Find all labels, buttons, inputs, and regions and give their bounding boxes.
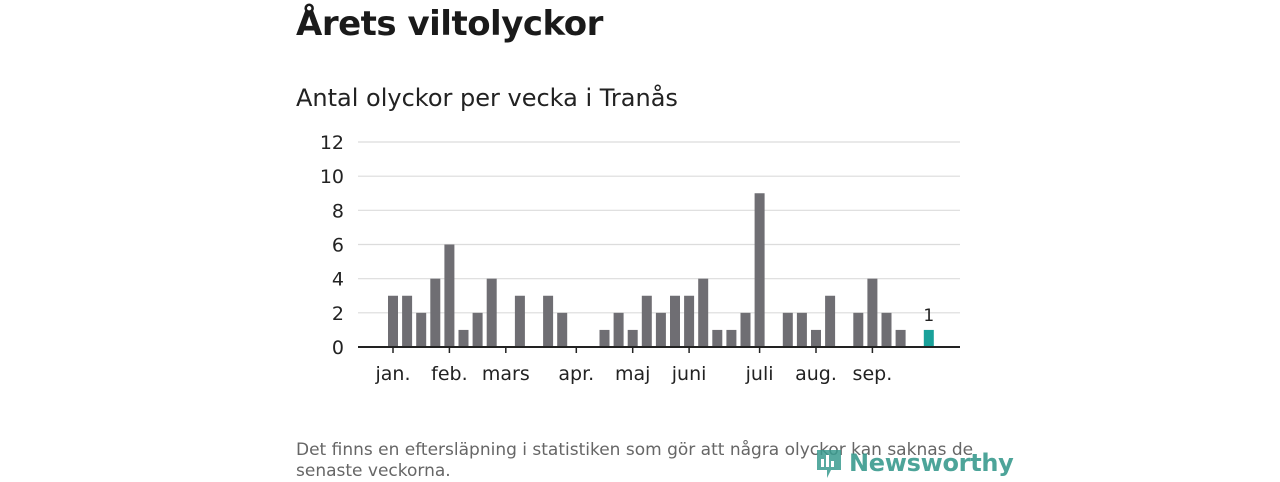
x-tick-label: feb. (431, 363, 467, 385)
y-tick-label: 2 (332, 303, 344, 325)
bar (782, 312, 793, 347)
bar (599, 329, 610, 347)
bar (486, 278, 497, 347)
x-tick-label: apr. (558, 363, 594, 385)
bar (430, 278, 441, 347)
bar (543, 295, 554, 347)
bar (472, 312, 483, 347)
chart-subtitle: Antal olyckor per vecka i Tranås (296, 84, 678, 112)
bar (458, 329, 469, 347)
bar (514, 295, 525, 347)
bars: 1 (388, 193, 934, 347)
bar (811, 329, 821, 347)
bar (655, 312, 666, 347)
bar (867, 278, 878, 347)
bar (684, 295, 695, 347)
footnote: Det finns en eftersläpning i statistiken… (296, 440, 974, 481)
bar (881, 312, 892, 347)
bar (388, 295, 398, 347)
x-tick-label: mars (482, 363, 530, 385)
x-tick-label: sep. (853, 363, 893, 385)
x-axis-ticks: jan. feb. mars apr. maj juni juli aug. sep. (374, 347, 892, 385)
y-tick-label: 10 (320, 166, 344, 188)
bar-value-label: 1 (923, 306, 934, 326)
newsworthy-logo-icon (817, 450, 841, 478)
bar (796, 312, 807, 347)
newsworthy-logo-text: Newsworthy (849, 449, 1014, 477)
bar (825, 295, 836, 347)
bar-highlight (923, 329, 934, 347)
y-tick-label: 12 (320, 132, 344, 154)
x-tick-label: aug. (795, 363, 837, 385)
bar (698, 278, 709, 347)
bar (613, 312, 624, 347)
x-tick-label: maj (615, 363, 650, 385)
bar (416, 312, 427, 347)
y-tick-label: 8 (332, 200, 344, 222)
y-tick-label: 6 (332, 235, 344, 257)
bar (641, 295, 652, 347)
bar (726, 329, 737, 347)
bar (754, 193, 765, 347)
x-tick-label: juli (745, 363, 774, 385)
y-tick-label: 4 (332, 269, 344, 291)
bar (444, 244, 455, 347)
bar-chart: 0 2 4 6 8 10 12 1 jan. feb. mars apr. maj juni juli a… (320, 132, 960, 385)
newsworthy-logo: Newsworthy (815, 446, 1014, 480)
bar (402, 295, 413, 347)
bar (740, 312, 751, 347)
chart-title: Årets viltolyckor (296, 4, 603, 44)
bar (853, 312, 864, 347)
y-tick-label: 0 (332, 337, 344, 359)
y-axis-ticks: 0 2 4 6 8 10 12 (320, 132, 344, 359)
bar (670, 295, 680, 347)
x-tick-label: juni (671, 363, 707, 385)
x-tick-label: jan. (374, 363, 410, 385)
bar (557, 312, 568, 347)
bar (627, 329, 638, 347)
bar (712, 329, 723, 347)
bar (895, 329, 906, 347)
